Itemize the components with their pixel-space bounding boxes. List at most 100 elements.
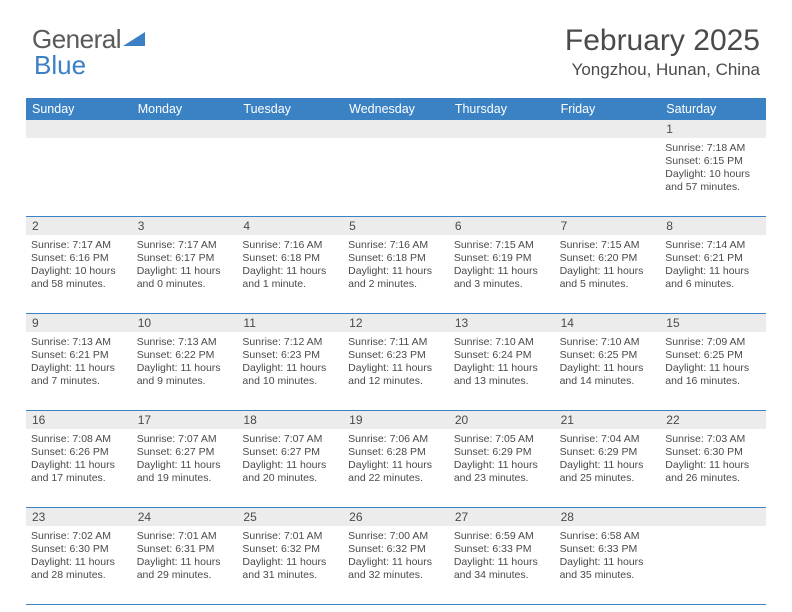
- sunrise-text: Sunrise: 7:15 AM: [454, 239, 550, 252]
- sunrise-text: Sunrise: 7:17 AM: [31, 239, 127, 252]
- daylight1-text: Daylight: 11 hours: [560, 556, 656, 569]
- day-number: 25: [237, 508, 343, 526]
- daylight1-text: Daylight: 11 hours: [137, 265, 233, 278]
- day-cell: Sunrise: 7:00 AMSunset: 6:32 PMDaylight:…: [343, 526, 449, 604]
- day-number: [343, 120, 449, 138]
- daynum-row: 9101112131415: [26, 314, 766, 332]
- daylight2-text: and 5 minutes.: [560, 278, 656, 291]
- sunset-text: Sunset: 6:32 PM: [242, 543, 338, 556]
- day-cell: Sunrise: 7:13 AMSunset: 6:22 PMDaylight:…: [132, 332, 238, 410]
- daylight2-text: and 29 minutes.: [137, 569, 233, 582]
- sunrise-text: Sunrise: 7:13 AM: [31, 336, 127, 349]
- sunset-text: Sunset: 6:25 PM: [665, 349, 761, 362]
- week-row: Sunrise: 7:08 AMSunset: 6:26 PMDaylight:…: [26, 429, 766, 508]
- day-number: 7: [555, 217, 661, 235]
- daylight1-text: Daylight: 11 hours: [560, 362, 656, 375]
- daylight1-text: Daylight: 11 hours: [31, 556, 127, 569]
- logo-text-blue: Blue: [34, 50, 86, 81]
- day-cell: Sunrise: 7:04 AMSunset: 6:29 PMDaylight:…: [555, 429, 661, 507]
- day-cell: Sunrise: 7:18 AMSunset: 6:15 PMDaylight:…: [660, 138, 766, 216]
- daynum-row: 232425262728: [26, 508, 766, 526]
- daylight1-text: Daylight: 11 hours: [665, 265, 761, 278]
- day-number: 27: [449, 508, 555, 526]
- day-cell: Sunrise: 7:11 AMSunset: 6:23 PMDaylight:…: [343, 332, 449, 410]
- sunrise-text: Sunrise: 7:13 AM: [137, 336, 233, 349]
- sunset-text: Sunset: 6:27 PM: [242, 446, 338, 459]
- daylight2-text: and 58 minutes.: [31, 278, 127, 291]
- sunrise-text: Sunrise: 7:11 AM: [348, 336, 444, 349]
- weekday-sun: Sunday: [26, 98, 132, 120]
- week-row: Sunrise: 7:17 AMSunset: 6:16 PMDaylight:…: [26, 235, 766, 314]
- weekday-tue: Tuesday: [237, 98, 343, 120]
- weekday-wed: Wednesday: [343, 98, 449, 120]
- sunset-text: Sunset: 6:20 PM: [560, 252, 656, 265]
- day-number: [449, 120, 555, 138]
- sunrise-text: Sunrise: 7:01 AM: [242, 530, 338, 543]
- sunset-text: Sunset: 6:23 PM: [242, 349, 338, 362]
- sunrise-text: Sunrise: 7:10 AM: [560, 336, 656, 349]
- daylight2-text: and 12 minutes.: [348, 375, 444, 388]
- daylight2-text: and 26 minutes.: [665, 472, 761, 485]
- sunrise-text: Sunrise: 6:59 AM: [454, 530, 550, 543]
- sunrise-text: Sunrise: 6:58 AM: [560, 530, 656, 543]
- sunset-text: Sunset: 6:30 PM: [31, 543, 127, 556]
- sunrise-text: Sunrise: 7:15 AM: [560, 239, 656, 252]
- day-number: 12: [343, 314, 449, 332]
- daylight1-text: Daylight: 11 hours: [454, 459, 550, 472]
- daylight1-text: Daylight: 11 hours: [348, 459, 444, 472]
- sunset-text: Sunset: 6:26 PM: [31, 446, 127, 459]
- sunset-text: Sunset: 6:33 PM: [454, 543, 550, 556]
- daylight1-text: Daylight: 10 hours: [31, 265, 127, 278]
- daylight2-text: and 28 minutes.: [31, 569, 127, 582]
- daylight1-text: Daylight: 11 hours: [348, 362, 444, 375]
- day-cell: Sunrise: 7:08 AMSunset: 6:26 PMDaylight:…: [26, 429, 132, 507]
- sunset-text: Sunset: 6:21 PM: [665, 252, 761, 265]
- week-row: Sunrise: 7:18 AMSunset: 6:15 PMDaylight:…: [26, 138, 766, 217]
- sunrise-text: Sunrise: 7:12 AM: [242, 336, 338, 349]
- day-cell: Sunrise: 7:06 AMSunset: 6:28 PMDaylight:…: [343, 429, 449, 507]
- day-number: 3: [132, 217, 238, 235]
- day-cell: [237, 138, 343, 216]
- daylight1-text: Daylight: 11 hours: [560, 265, 656, 278]
- day-cell: Sunrise: 7:05 AMSunset: 6:29 PMDaylight:…: [449, 429, 555, 507]
- day-cell: Sunrise: 7:09 AMSunset: 6:25 PMDaylight:…: [660, 332, 766, 410]
- daylight2-text: and 6 minutes.: [665, 278, 761, 291]
- day-cell: [132, 138, 238, 216]
- day-number: 14: [555, 314, 661, 332]
- weekday-thu: Thursday: [449, 98, 555, 120]
- day-number: 28: [555, 508, 661, 526]
- location: Yongzhou, Hunan, China: [565, 60, 760, 80]
- day-cell: Sunrise: 6:58 AMSunset: 6:33 PMDaylight:…: [555, 526, 661, 604]
- sunset-text: Sunset: 6:32 PM: [348, 543, 444, 556]
- day-number: [660, 508, 766, 526]
- day-number: 24: [132, 508, 238, 526]
- day-cell: Sunrise: 7:15 AMSunset: 6:20 PMDaylight:…: [555, 235, 661, 313]
- daylight2-text: and 32 minutes.: [348, 569, 444, 582]
- daylight1-text: Daylight: 11 hours: [137, 556, 233, 569]
- day-number: 18: [237, 411, 343, 429]
- daylight2-text: and 23 minutes.: [454, 472, 550, 485]
- sunset-text: Sunset: 6:17 PM: [137, 252, 233, 265]
- sunrise-text: Sunrise: 7:18 AM: [665, 142, 761, 155]
- day-cell: Sunrise: 7:17 AMSunset: 6:16 PMDaylight:…: [26, 235, 132, 313]
- daylight1-text: Daylight: 11 hours: [31, 362, 127, 375]
- day-number: 16: [26, 411, 132, 429]
- day-number: 17: [132, 411, 238, 429]
- day-cell: Sunrise: 7:14 AMSunset: 6:21 PMDaylight:…: [660, 235, 766, 313]
- day-number: 20: [449, 411, 555, 429]
- sunrise-text: Sunrise: 7:10 AM: [454, 336, 550, 349]
- sunrise-text: Sunrise: 7:00 AM: [348, 530, 444, 543]
- day-cell: [343, 138, 449, 216]
- sunset-text: Sunset: 6:30 PM: [665, 446, 761, 459]
- sunset-text: Sunset: 6:15 PM: [665, 155, 761, 168]
- day-number: 11: [237, 314, 343, 332]
- daylight1-text: Daylight: 11 hours: [242, 556, 338, 569]
- daylight1-text: Daylight: 11 hours: [348, 265, 444, 278]
- day-number: 1: [660, 120, 766, 138]
- daylight1-text: Daylight: 11 hours: [137, 459, 233, 472]
- daynum-row: 2345678: [26, 217, 766, 235]
- day-number: 22: [660, 411, 766, 429]
- day-cell: Sunrise: 7:10 AMSunset: 6:25 PMDaylight:…: [555, 332, 661, 410]
- daylight2-text: and 25 minutes.: [560, 472, 656, 485]
- sunset-text: Sunset: 6:22 PM: [137, 349, 233, 362]
